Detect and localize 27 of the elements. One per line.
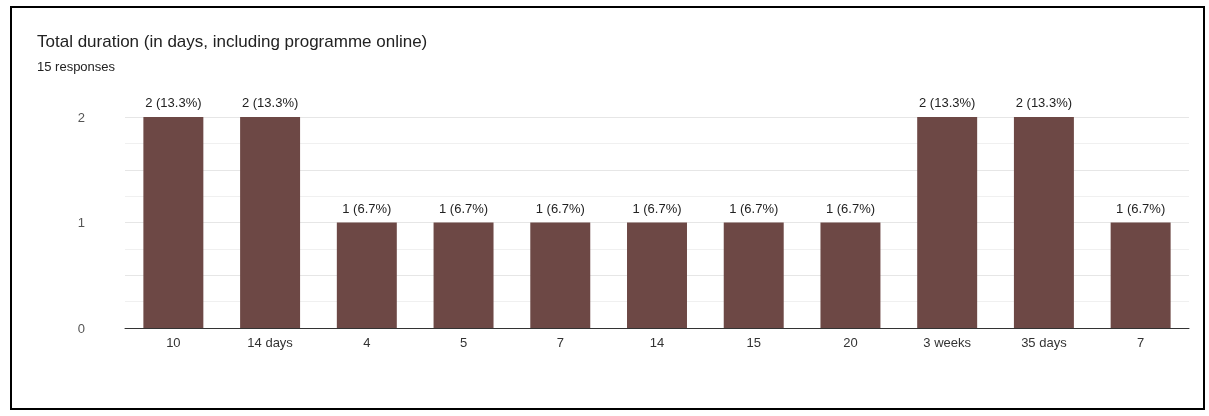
x-tick-label: 20 bbox=[843, 335, 858, 350]
x-tick-label: 14 days bbox=[247, 335, 294, 350]
data-label: 2 (13.3%) bbox=[1015, 95, 1073, 110]
chart-subtitle: 15 responses bbox=[37, 59, 116, 74]
y-tick-label: 1 bbox=[77, 215, 85, 230]
y-tick-label: 2 bbox=[77, 109, 85, 125]
x-tick-label: 4 bbox=[363, 335, 371, 350]
data-label: 2 (13.3%) bbox=[145, 95, 202, 110]
data-label: 1 (6.7%) bbox=[729, 200, 779, 216]
x-tick-label: 7 bbox=[556, 335, 564, 350]
x-tick-label: 7 bbox=[1137, 335, 1145, 350]
x-tick-label: 35 days bbox=[1021, 335, 1068, 350]
y-tick-label: 0 bbox=[77, 320, 85, 336]
data-label: 1 (6.7%) bbox=[535, 200, 585, 216]
data-label: 1 (6.7%) bbox=[438, 200, 489, 216]
x-tick-label: 15 bbox=[746, 335, 761, 350]
data-label: 2 (13.3%) bbox=[918, 95, 976, 110]
x-tick-label: 3 weeks bbox=[923, 335, 972, 350]
data-label: 1 (6.7%) bbox=[632, 200, 682, 216]
chart-title: Total duration (in days, including programme online) bbox=[37, 32, 428, 51]
x-tick-label: 10 bbox=[166, 335, 181, 350]
data-label: 1 (6.7%) bbox=[342, 200, 392, 216]
data-label: 1 (6.7%) bbox=[825, 200, 876, 216]
x-tick-label: 5 bbox=[459, 335, 468, 350]
data-label: 2 (13.3%) bbox=[241, 95, 299, 110]
data-label: 1 (6.7%) bbox=[1116, 200, 1166, 216]
x-tick-label: 14 bbox=[649, 335, 665, 350]
